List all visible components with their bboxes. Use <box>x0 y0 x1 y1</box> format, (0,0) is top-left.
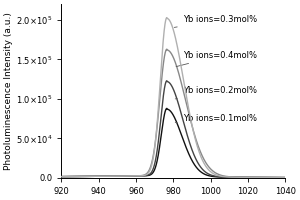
Text: Yb ions=0.2mol%: Yb ions=0.2mol% <box>175 86 257 99</box>
Text: Yb ions=0.3mol%: Yb ions=0.3mol% <box>174 15 257 27</box>
Text: Yb ions=0.1mol%: Yb ions=0.1mol% <box>175 114 257 123</box>
Text: Yb ions=0.4mol%: Yb ions=0.4mol% <box>176 51 257 67</box>
Y-axis label: Photoluminescence Intensity (a.u.): Photoluminescence Intensity (a.u.) <box>4 12 13 170</box>
